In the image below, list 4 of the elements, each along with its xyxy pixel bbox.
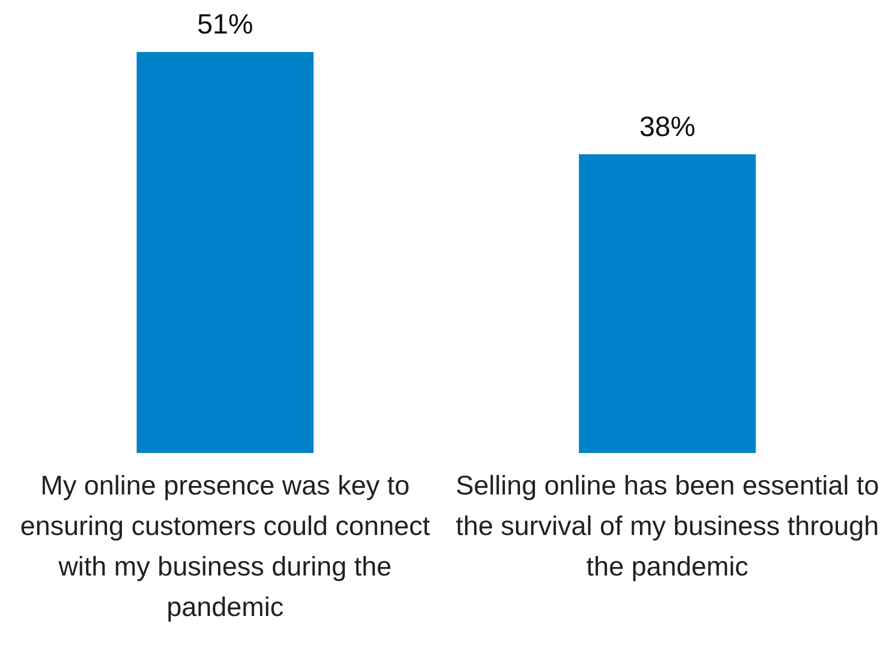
x-tick-label: Selling online has been essential to the survival of my business through the pandemic: [456, 470, 880, 582]
data-label: 38%: [639, 110, 696, 142]
x-tick-label: My online presence was key to ensuring customers could connect with my business during the pandemic: [20, 470, 430, 622]
data-label: 51%: [197, 8, 254, 40]
